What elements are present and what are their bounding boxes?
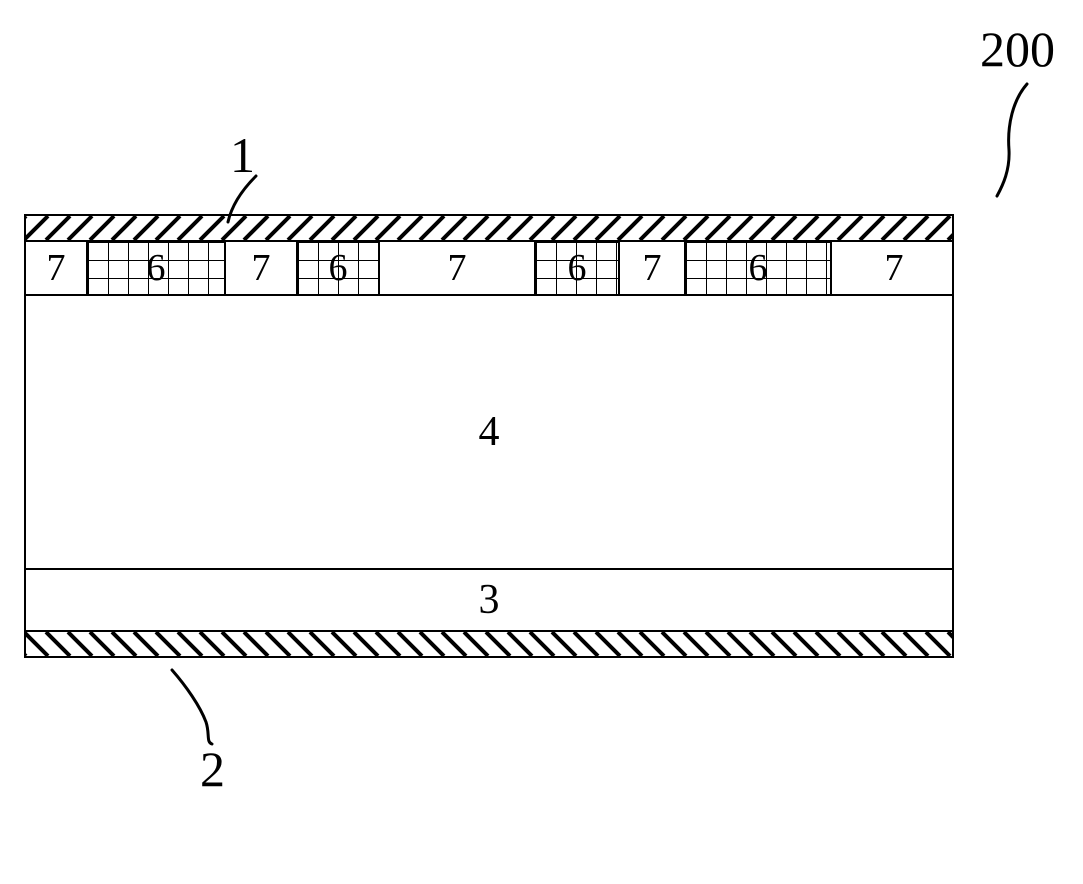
gap-label: 7 xyxy=(620,240,684,296)
gap-label: 7 xyxy=(832,240,956,296)
pillar-label: 6 xyxy=(684,240,832,296)
bottom-electrode-layer xyxy=(24,630,954,658)
pillar-label: 6 xyxy=(296,240,380,296)
gap-label: 7 xyxy=(26,240,86,296)
gap-label: 7 xyxy=(380,240,534,296)
callout-2-leader xyxy=(168,668,228,746)
callout-1-leader xyxy=(222,174,272,226)
figure-label: 200 xyxy=(980,20,1055,78)
gap-label: 7 xyxy=(226,240,296,296)
pillar-label: 6 xyxy=(534,240,620,296)
figure-label-leader xyxy=(995,80,1035,200)
pillar-label: 6 xyxy=(86,240,226,296)
top-electrode-layer xyxy=(24,214,954,242)
callout-2-label: 2 xyxy=(200,740,225,798)
buffer-label: 3 xyxy=(24,568,954,632)
body-label: 4 xyxy=(24,294,954,570)
